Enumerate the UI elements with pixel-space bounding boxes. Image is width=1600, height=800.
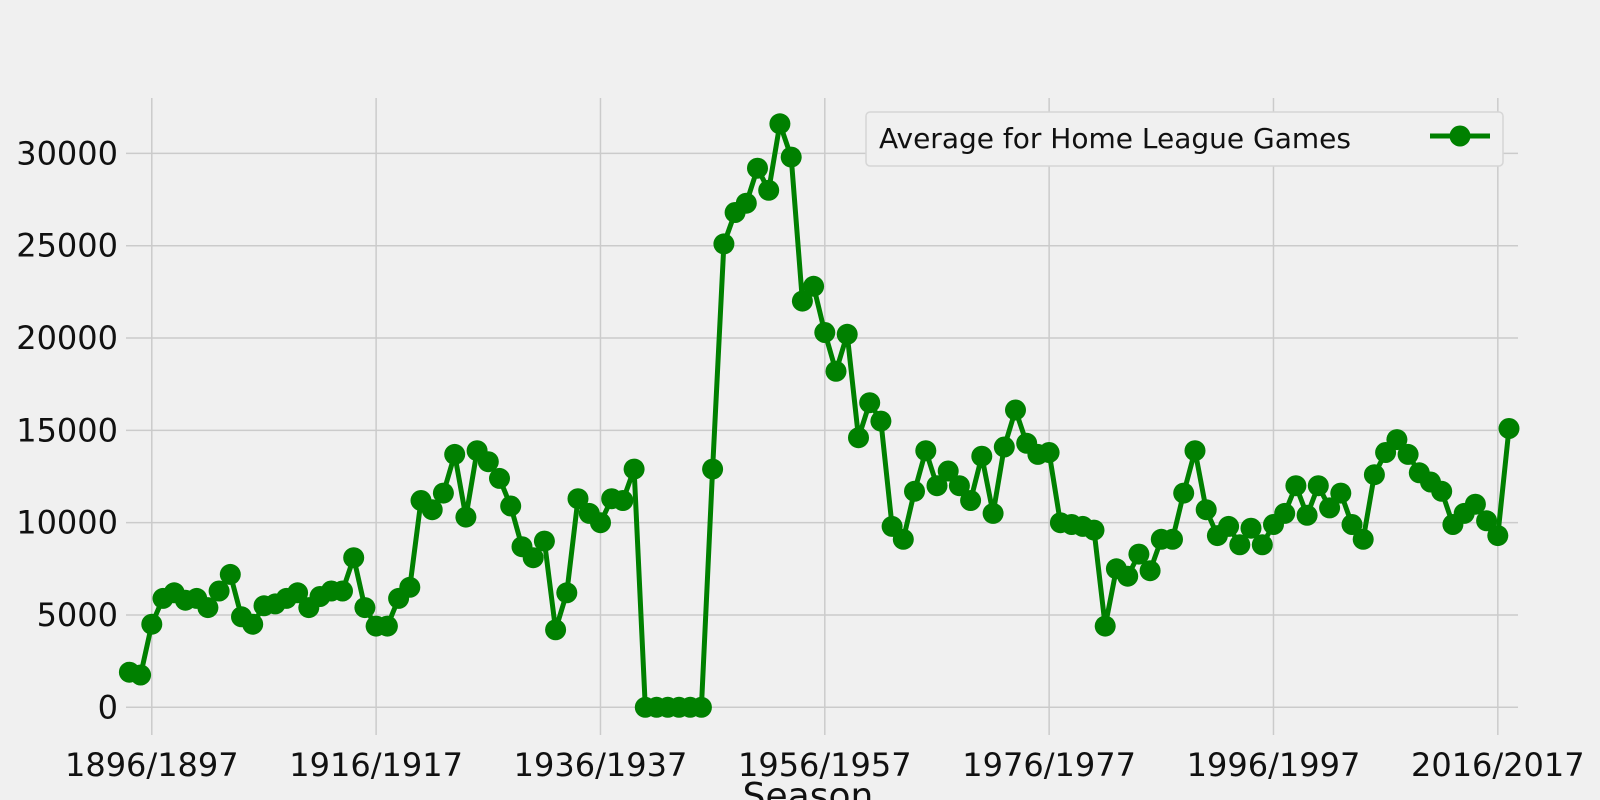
data-point bbox=[747, 158, 768, 179]
data-point bbox=[1095, 616, 1116, 637]
y-tick-label: 5000 bbox=[37, 596, 118, 634]
data-point bbox=[1218, 516, 1239, 537]
data-point bbox=[141, 614, 162, 635]
data-point bbox=[971, 446, 992, 467]
x-tick-label: 1896/1897 bbox=[65, 746, 239, 784]
data-point bbox=[814, 322, 835, 343]
x-tick-label: 1976/1977 bbox=[962, 746, 1136, 784]
data-point bbox=[1196, 499, 1217, 520]
data-point bbox=[1252, 534, 1273, 555]
data-point bbox=[769, 113, 790, 134]
data-point bbox=[994, 437, 1015, 458]
data-point bbox=[870, 411, 891, 432]
data-point bbox=[489, 468, 510, 489]
data-point bbox=[1285, 475, 1306, 496]
data-point bbox=[1364, 464, 1385, 485]
data-point bbox=[848, 427, 869, 448]
data-point bbox=[220, 564, 241, 585]
data-point bbox=[332, 581, 353, 602]
data-point bbox=[758, 180, 779, 201]
data-point bbox=[713, 233, 734, 254]
data-point bbox=[433, 483, 454, 504]
y-tick-label: 15000 bbox=[16, 411, 118, 449]
data-point bbox=[893, 529, 914, 550]
x-tick-label: 1916/1917 bbox=[289, 746, 463, 784]
data-point bbox=[1398, 444, 1419, 465]
data-point bbox=[1499, 418, 1520, 439]
data-point bbox=[1039, 442, 1060, 463]
data-point bbox=[1431, 481, 1452, 502]
x-tick-label: 1996/1997 bbox=[1187, 746, 1361, 784]
data-point bbox=[624, 459, 645, 480]
data-point bbox=[130, 665, 151, 686]
data-point bbox=[354, 597, 375, 618]
y-tick-label: 25000 bbox=[16, 227, 118, 265]
data-point bbox=[826, 361, 847, 382]
data-point bbox=[455, 507, 476, 528]
data-point bbox=[444, 444, 465, 465]
data-point bbox=[1173, 483, 1194, 504]
data-point bbox=[377, 616, 398, 637]
data-point bbox=[590, 512, 611, 533]
data-point bbox=[1117, 566, 1138, 587]
data-point bbox=[1487, 525, 1508, 546]
data-point bbox=[1185, 440, 1206, 461]
data-point bbox=[960, 490, 981, 511]
legend-label: Average for Home League Games bbox=[879, 122, 1351, 155]
data-point bbox=[983, 503, 1004, 524]
data-point bbox=[1140, 560, 1161, 581]
data-point bbox=[859, 392, 880, 413]
legend-marker-swatch bbox=[1450, 126, 1471, 147]
data-point bbox=[1162, 529, 1183, 550]
series-line bbox=[129, 124, 1509, 708]
data-point bbox=[1330, 483, 1351, 504]
grid bbox=[126, 98, 1518, 735]
y-tick-label: 0 bbox=[98, 688, 118, 726]
data-point bbox=[1353, 529, 1374, 550]
data-point bbox=[691, 697, 712, 718]
data-point bbox=[545, 619, 566, 640]
data-point bbox=[781, 147, 802, 168]
data-point bbox=[736, 193, 757, 214]
data-point bbox=[904, 481, 925, 502]
x-tick-label: 2016/2017 bbox=[1411, 746, 1585, 784]
data-point bbox=[399, 577, 420, 598]
y-axis: 0 5000 10000 15000 20000 25000 30000 bbox=[16, 134, 118, 726]
data-point bbox=[1308, 475, 1329, 496]
data-point bbox=[1084, 520, 1105, 541]
plot-area bbox=[119, 113, 1520, 718]
data-point bbox=[534, 531, 555, 552]
data-point bbox=[556, 582, 577, 603]
legend: Average for Home League Games bbox=[866, 112, 1503, 166]
data-point bbox=[612, 490, 633, 511]
data-point bbox=[343, 547, 364, 568]
x-axis-label: Season bbox=[743, 776, 874, 800]
y-tick-label: 30000 bbox=[16, 134, 118, 172]
data-point bbox=[1297, 505, 1318, 526]
data-point bbox=[803, 276, 824, 297]
y-tick-label: 10000 bbox=[16, 504, 118, 542]
data-point bbox=[1274, 503, 1295, 524]
y-tick-label: 20000 bbox=[16, 319, 118, 357]
data-point bbox=[1005, 400, 1026, 421]
x-tick-label: 1936/1937 bbox=[514, 746, 688, 784]
data-point bbox=[702, 459, 723, 480]
data-point bbox=[242, 614, 263, 635]
data-point bbox=[500, 496, 521, 517]
data-point bbox=[915, 440, 936, 461]
data-point bbox=[837, 324, 858, 345]
